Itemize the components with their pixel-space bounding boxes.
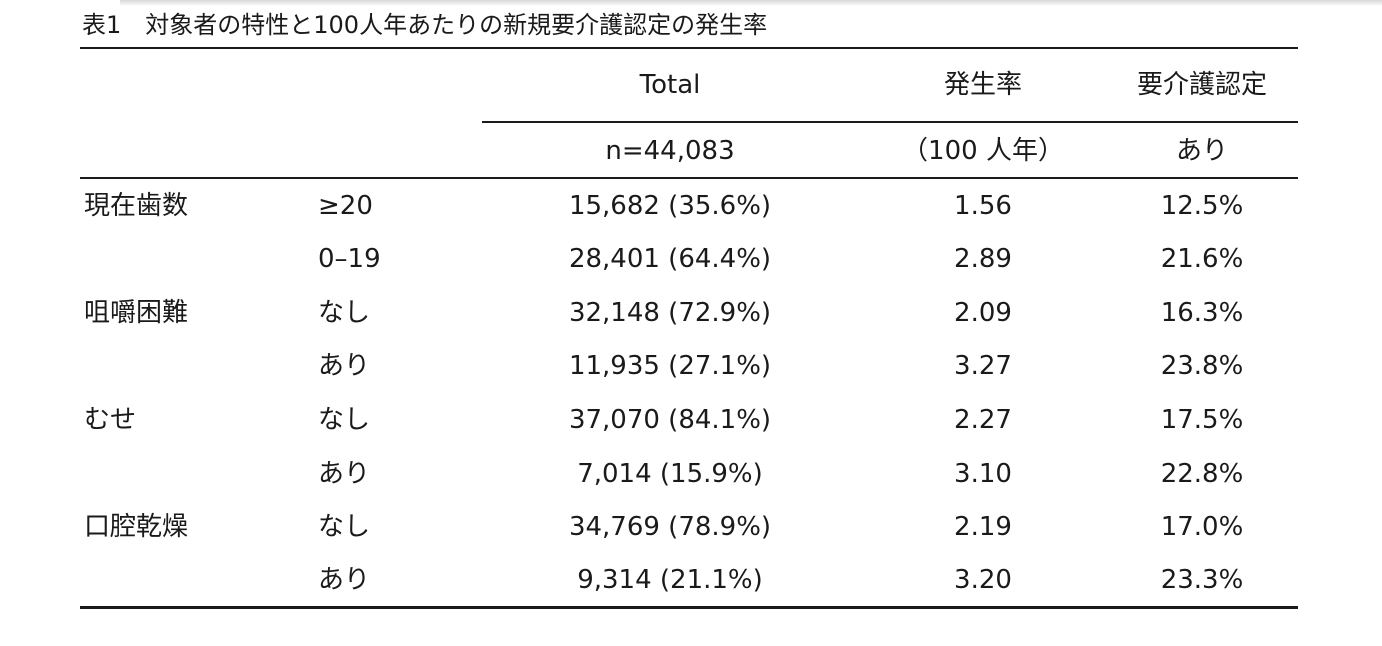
cell-category: なし bbox=[318, 298, 371, 328]
cell-total: 9,314 (21.1%) bbox=[577, 565, 763, 595]
cell-rate: 3.10 bbox=[954, 459, 1012, 489]
header-bottom-rule bbox=[80, 177, 1298, 179]
cell-incidence: 22.8% bbox=[1160, 459, 1244, 489]
cell-incidence: 23.3% bbox=[1160, 565, 1244, 595]
cell-incidence: 16.3% bbox=[1160, 298, 1244, 328]
cell-incidence: 17.0% bbox=[1160, 512, 1244, 542]
cell-total: 34,769 (78.9%) bbox=[568, 512, 772, 542]
page-top-shadow bbox=[120, 0, 1382, 6]
cell-category: 0–19 bbox=[318, 244, 381, 274]
cell-total: 15,682 (35.6%) bbox=[568, 191, 772, 221]
cell-incidence: 21.6% bbox=[1160, 244, 1244, 274]
cell-category: あり bbox=[318, 351, 371, 381]
header-total: Total bbox=[639, 70, 701, 100]
header-incidence-sub: あり bbox=[1175, 136, 1228, 166]
header-total-n: n=44,083 bbox=[605, 136, 735, 166]
cell-incidence: 17.5% bbox=[1160, 405, 1244, 435]
header-rate: 発生率 bbox=[943, 70, 1022, 100]
cell-rate: 2.19 bbox=[954, 512, 1012, 542]
cell-rate: 1.56 bbox=[954, 191, 1012, 221]
bottom-rule bbox=[80, 606, 1298, 609]
cell-rate: 2.89 bbox=[954, 244, 1012, 274]
table-caption: 表1 対象者の特性と100人年あたりの新規要介護認定の発生率 bbox=[82, 11, 768, 39]
cell-category: ≥20 bbox=[318, 191, 373, 221]
cell-rate: 3.20 bbox=[954, 565, 1012, 595]
cell-rate: 2.09 bbox=[954, 298, 1012, 328]
cell-total: 28,401 (64.4%) bbox=[568, 244, 772, 274]
cell-rate: 3.27 bbox=[954, 351, 1012, 381]
cell-total: 32,148 (72.9%) bbox=[568, 298, 772, 328]
top-rule bbox=[80, 47, 1298, 49]
cell-category: あり bbox=[318, 459, 371, 489]
header-rate-unit: （100 人年） bbox=[902, 136, 1064, 166]
cell-incidence: 12.5% bbox=[1160, 191, 1244, 221]
header-incidence: 要介護認定 bbox=[1136, 70, 1267, 100]
cell-total: 11,935 (27.1%) bbox=[568, 351, 772, 381]
cell-category: なし bbox=[318, 405, 371, 435]
cell-variable: 口腔乾燥 bbox=[84, 512, 189, 542]
cell-variable: 現在歯数 bbox=[84, 191, 189, 221]
cell-variable: むせ bbox=[84, 405, 137, 435]
cell-category: なし bbox=[318, 512, 371, 542]
cell-category: あり bbox=[318, 565, 371, 595]
cell-incidence: 23.8% bbox=[1160, 351, 1244, 381]
header-mid-rule bbox=[482, 121, 1298, 123]
cell-rate: 2.27 bbox=[954, 405, 1012, 435]
cell-total: 7,014 (15.9%) bbox=[577, 459, 763, 489]
cell-total: 37,070 (84.1%) bbox=[568, 405, 772, 435]
cell-variable: 咀嚼困難 bbox=[84, 298, 189, 328]
